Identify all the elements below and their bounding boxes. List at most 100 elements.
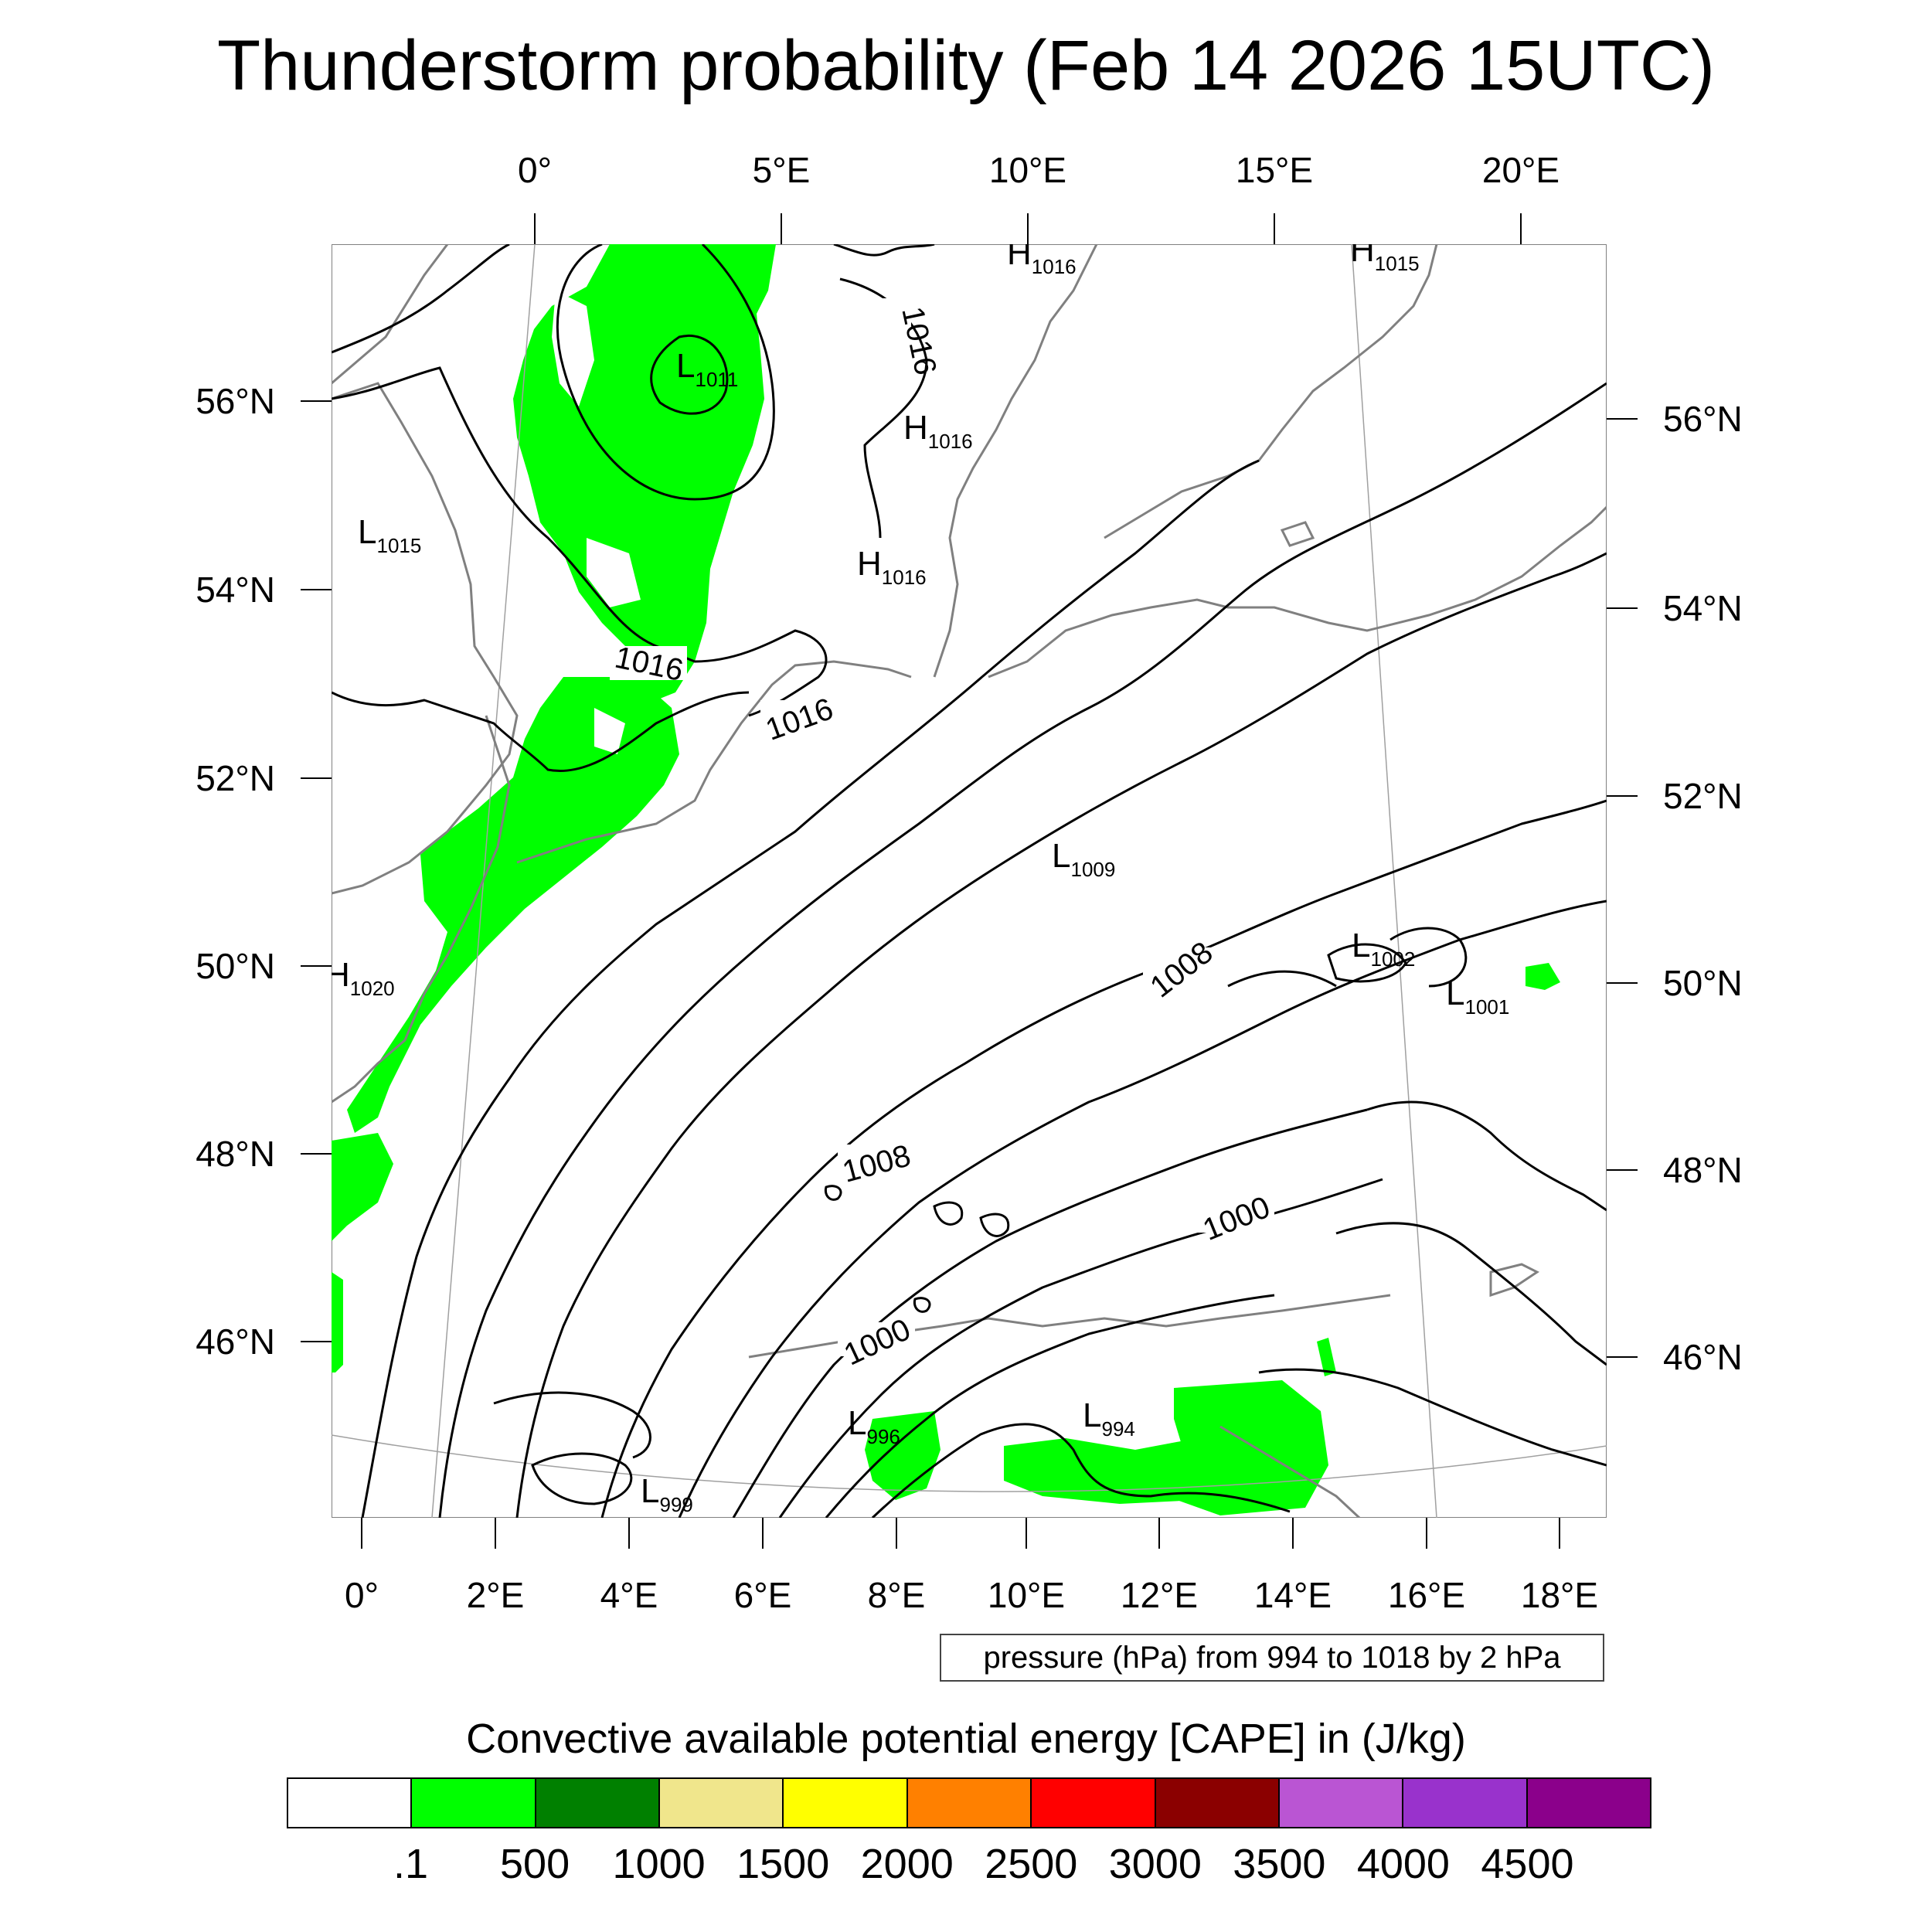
coastlines: [332, 244, 1607, 1518]
bottom-lon-label: 18°E: [1521, 1575, 1598, 1615]
pressure-center-h1016-low: H1016: [857, 545, 927, 589]
pressure-center-l1002: L1002: [1352, 927, 1415, 971]
isobar-east-3: [1258, 1368, 1607, 1467]
pressure-center-labels: L1011 H1016 H1015 H1016 H1016 L1015 L100…: [332, 244, 1509, 1516]
isobar-1016-upper: [833, 244, 935, 257]
pressure-center-l1009: L1009: [1052, 837, 1115, 881]
bottom-lon-label: 8°E: [868, 1575, 926, 1615]
bottom-lon-label: 6°E: [734, 1575, 792, 1615]
pressure-center-h1016-mid: H1016: [903, 409, 973, 453]
top-lon-label: 5°E: [753, 150, 811, 190]
colorbar-swatch: [412, 1779, 536, 1827]
isobar-1002: [1389, 927, 1468, 988]
colorbar-label: 3000: [1108, 1841, 1202, 1887]
isobar-east-low: [1327, 943, 1407, 983]
left-lat-label: 46°N: [196, 1321, 275, 1362]
contour-info-box: pressure (hPa) from 994 to 1018 by 2 hPa: [940, 1634, 1604, 1682]
colorbar-swatch: [1155, 1779, 1280, 1827]
isobars: [332, 244, 1607, 1518]
colorbar-label: 3500: [1233, 1841, 1326, 1887]
colorbar-swatch: [1279, 1779, 1404, 1827]
left-lat-label: 56°N: [196, 381, 275, 421]
right-lat-label: 54°N: [1663, 588, 1743, 628]
colorbar-swatch: [1527, 1779, 1650, 1827]
right-lat-label: 48°N: [1663, 1150, 1743, 1190]
colorbar-label: 2000: [860, 1841, 954, 1887]
colorbar-label: 2500: [985, 1841, 1078, 1887]
pressure-center-l996: L996: [848, 1404, 900, 1448]
isobar-h: [825, 1294, 1275, 1518]
isobar-east-2: [1335, 1222, 1607, 1366]
isobar-1008: [600, 799, 1607, 1518]
left-lat-label: 52°N: [196, 758, 275, 798]
colorbar-label: 1500: [736, 1841, 830, 1887]
colorbar-label: 1000: [612, 1841, 706, 1887]
isobar-low-center-inner: [650, 335, 729, 415]
right-lat-label: 56°N: [1663, 399, 1743, 439]
adriatic-coast: [1219, 1425, 1361, 1518]
isobar-1016-north: [332, 244, 510, 354]
colorbar-swatch: [1403, 1779, 1528, 1827]
axis-labels: 0° 5°E 10°E 15°E 20°E 0° 2°E 4°E 6°E 8°E…: [196, 150, 1743, 1615]
isobar-east-low-2: [1227, 970, 1337, 988]
colorbar-swatch: [907, 1779, 1032, 1827]
isobar-south-ring-1: [531, 1452, 633, 1505]
colorbar-label: 4500: [1481, 1841, 1574, 1887]
baltic-coast: [988, 505, 1607, 679]
right-lat-label: 52°N: [1663, 776, 1743, 816]
left-lat-label: 50°N: [196, 946, 275, 986]
top-lon-label: 20°E: [1482, 150, 1560, 190]
cape-area-west-edge-2: [332, 1272, 343, 1372]
uk-coast: [332, 244, 519, 895]
isobar-1000: [778, 1178, 1383, 1518]
pressure-center-h1015: H1015: [1350, 244, 1420, 275]
isobar-b: [438, 382, 1607, 1518]
isobar-blob-1: [933, 1201, 964, 1226]
isobar-e: [678, 900, 1607, 1518]
france-coast: [332, 715, 511, 1104]
colorbar-label: .1: [393, 1841, 429, 1887]
bottom-lon-label: 10°E: [988, 1575, 1065, 1615]
cape-area-east: [1526, 963, 1560, 990]
isobar-c: [515, 552, 1607, 1518]
colorbar-swatch: [288, 1779, 413, 1827]
top-lon-label: 0°: [518, 150, 552, 190]
jutland-coast: [933, 244, 1098, 678]
colorbar-title: Convective available potential energy [C…: [466, 1716, 1466, 1762]
isobar-blob-3: [913, 1297, 931, 1313]
colorbar-swatch: [784, 1779, 908, 1827]
pressure-center-l994: L994: [1083, 1396, 1135, 1440]
island-1: [1280, 521, 1315, 547]
isobar-1016-mid: [332, 366, 828, 717]
top-lon-label: 10°E: [989, 150, 1066, 190]
bottom-lon-label: 4°E: [600, 1575, 658, 1615]
sweden-coast: [1104, 244, 1438, 539]
pressure-center-l1015: L1015: [358, 513, 421, 557]
bottom-lon-label: 0°: [345, 1575, 379, 1615]
bottom-lon-label: 2°E: [467, 1575, 525, 1615]
left-lat-label: 48°N: [196, 1134, 275, 1174]
pressure-center-l1011: L1011: [676, 347, 738, 391]
isobar-east-1: [1366, 1100, 1607, 1212]
bottom-lon-label: 16°E: [1388, 1575, 1465, 1615]
isobar-f: [732, 1108, 1368, 1518]
lake: [1489, 1263, 1539, 1298]
isobar-a: [361, 459, 1260, 1518]
cape-area-west-edge: [332, 1133, 393, 1241]
colorbar-label: 4000: [1356, 1841, 1450, 1887]
colorbar-swatch: [1032, 1779, 1156, 1827]
bottom-lon-label: 14°E: [1254, 1575, 1332, 1615]
isobar-south-ring-2: [493, 1391, 651, 1459]
colorbar-swatch: [536, 1779, 661, 1827]
benelux-coast: [516, 660, 912, 864]
colorbar-labels: .1 500 1000 1500 2000 2500 3000 3500 4000 4500: [0, 1839, 1932, 1893]
map-panel: 1016 1016 1016 1008 1008 1000 1000 L1011…: [332, 244, 1607, 1518]
cape-area-channel: [347, 677, 679, 1133]
pressure-center-h1016-top: H1016: [1007, 244, 1077, 278]
isobar-1016-gulf: [332, 691, 750, 772]
colorbar-label: 500: [500, 1841, 570, 1887]
colorbar: [287, 1777, 1651, 1828]
isobar-low-center-outer: [556, 244, 775, 501]
